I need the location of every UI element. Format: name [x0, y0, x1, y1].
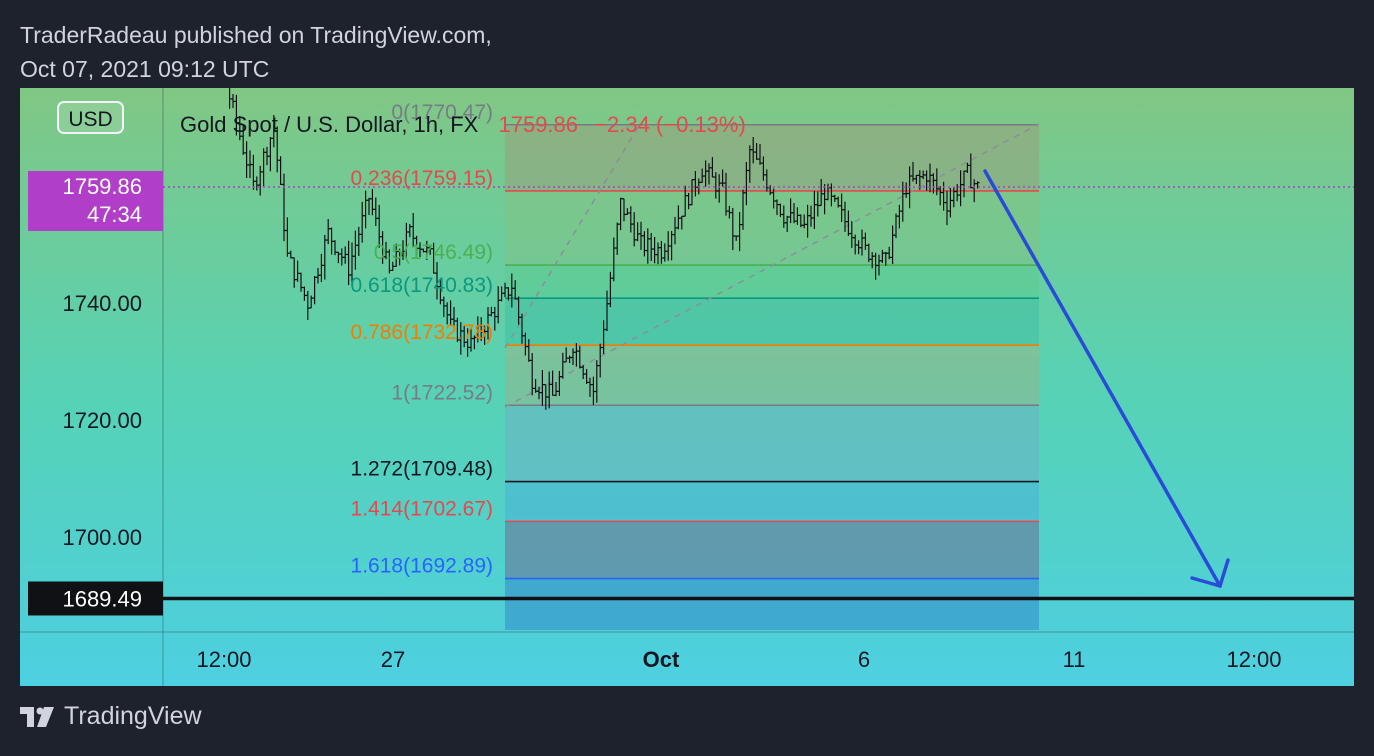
fib-level-label: 0.618(1740.83) — [351, 274, 493, 297]
brand-name: TradingView — [64, 702, 202, 730]
currency-badge[interactable]: USD — [57, 101, 124, 134]
last-price-value: 1759.86 — [62, 174, 142, 199]
price-chart[interactable]: 0(1770.47) 0.236(1759.15) 0.5(1746.49) 0.61… — [20, 88, 1354, 686]
target-price-value: 1689.49 — [62, 586, 142, 611]
fib-zone — [505, 521, 1039, 579]
footer-branding: TradingView — [20, 702, 202, 731]
tradingview-logo-icon — [20, 706, 54, 727]
symbol-title: Gold Spot / U.S. Dollar, 1h, FX 1759.86 … — [180, 112, 746, 137]
x-tick-label: 11 — [1063, 647, 1086, 672]
fib-level-label: 1(1722.52) — [391, 381, 493, 404]
y-tick-label: 1740.00 — [62, 291, 142, 316]
x-tick-label: 12:00 — [1226, 647, 1281, 672]
x-tick-label: 12:00 — [196, 647, 251, 672]
candles — [229, 88, 980, 410]
projection-arrow-icon — [983, 169, 1230, 588]
fib-lines — [505, 123, 1039, 580]
fib-level-label: 0.236(1759.15) — [351, 167, 493, 190]
publisher-line: TraderRadeau published on TradingView.co… — [20, 22, 492, 48]
fib-zone — [505, 405, 1039, 482]
fib-zone — [505, 298, 1039, 346]
chart-area[interactable]: 0(1770.47) 0.236(1759.15) 0.5(1746.49) 0.61… — [20, 88, 1354, 686]
fib-level-label: 0.5(1746.49) — [374, 241, 493, 264]
fib-level-label: 1.414(1702.67) — [351, 497, 493, 520]
x-tick-label: 6 — [858, 647, 870, 672]
fib-zone — [505, 578, 1039, 630]
currency-badge-label: USD — [68, 108, 112, 131]
last-price-tag: 1759.86 47:34 — [28, 171, 163, 231]
publish-info: TraderRadeau published on TradingView.co… — [20, 18, 492, 86]
fib-zone — [505, 265, 1039, 299]
fib-labels: 0(1770.47) 0.236(1759.15) 0.5(1746.49) 0.61… — [351, 101, 493, 578]
bar-countdown: 47:34 — [87, 202, 142, 227]
fib-level-label: 1.618(1692.89) — [351, 555, 493, 578]
fib-zone — [505, 345, 1039, 406]
target-price-tag: 1689.49 — [28, 581, 163, 616]
fib-zone — [505, 190, 1039, 266]
fib-zone — [505, 124, 1039, 191]
fib-extension-dashed — [504, 123, 641, 349]
y-axis-ticks: 1740.00 1720.00 1700.00 — [62, 291, 142, 550]
x-tick-label: 27 — [381, 647, 405, 672]
fib-level-label: 0.786(1732.78) — [351, 321, 493, 344]
fib-level-label: 1.272(1709.48) — [351, 458, 493, 481]
fib-trendline-dashed — [504, 123, 1040, 408]
y-tick-label: 1720.00 — [62, 408, 142, 433]
x-axis-ticks: 12:00 27 Oct 6 11 12:00 — [196, 647, 1281, 672]
fib-level-label: 0(1770.47) — [391, 101, 493, 124]
y-tick-label: 1700.00 — [62, 525, 142, 550]
fib-zones — [505, 124, 1039, 630]
publish-date: Oct 07, 2021 09:12 UTC — [20, 56, 270, 82]
x-tick-label: Oct — [643, 647, 680, 672]
fib-trendline — [504, 123, 1040, 408]
fib-zone — [505, 481, 1039, 522]
